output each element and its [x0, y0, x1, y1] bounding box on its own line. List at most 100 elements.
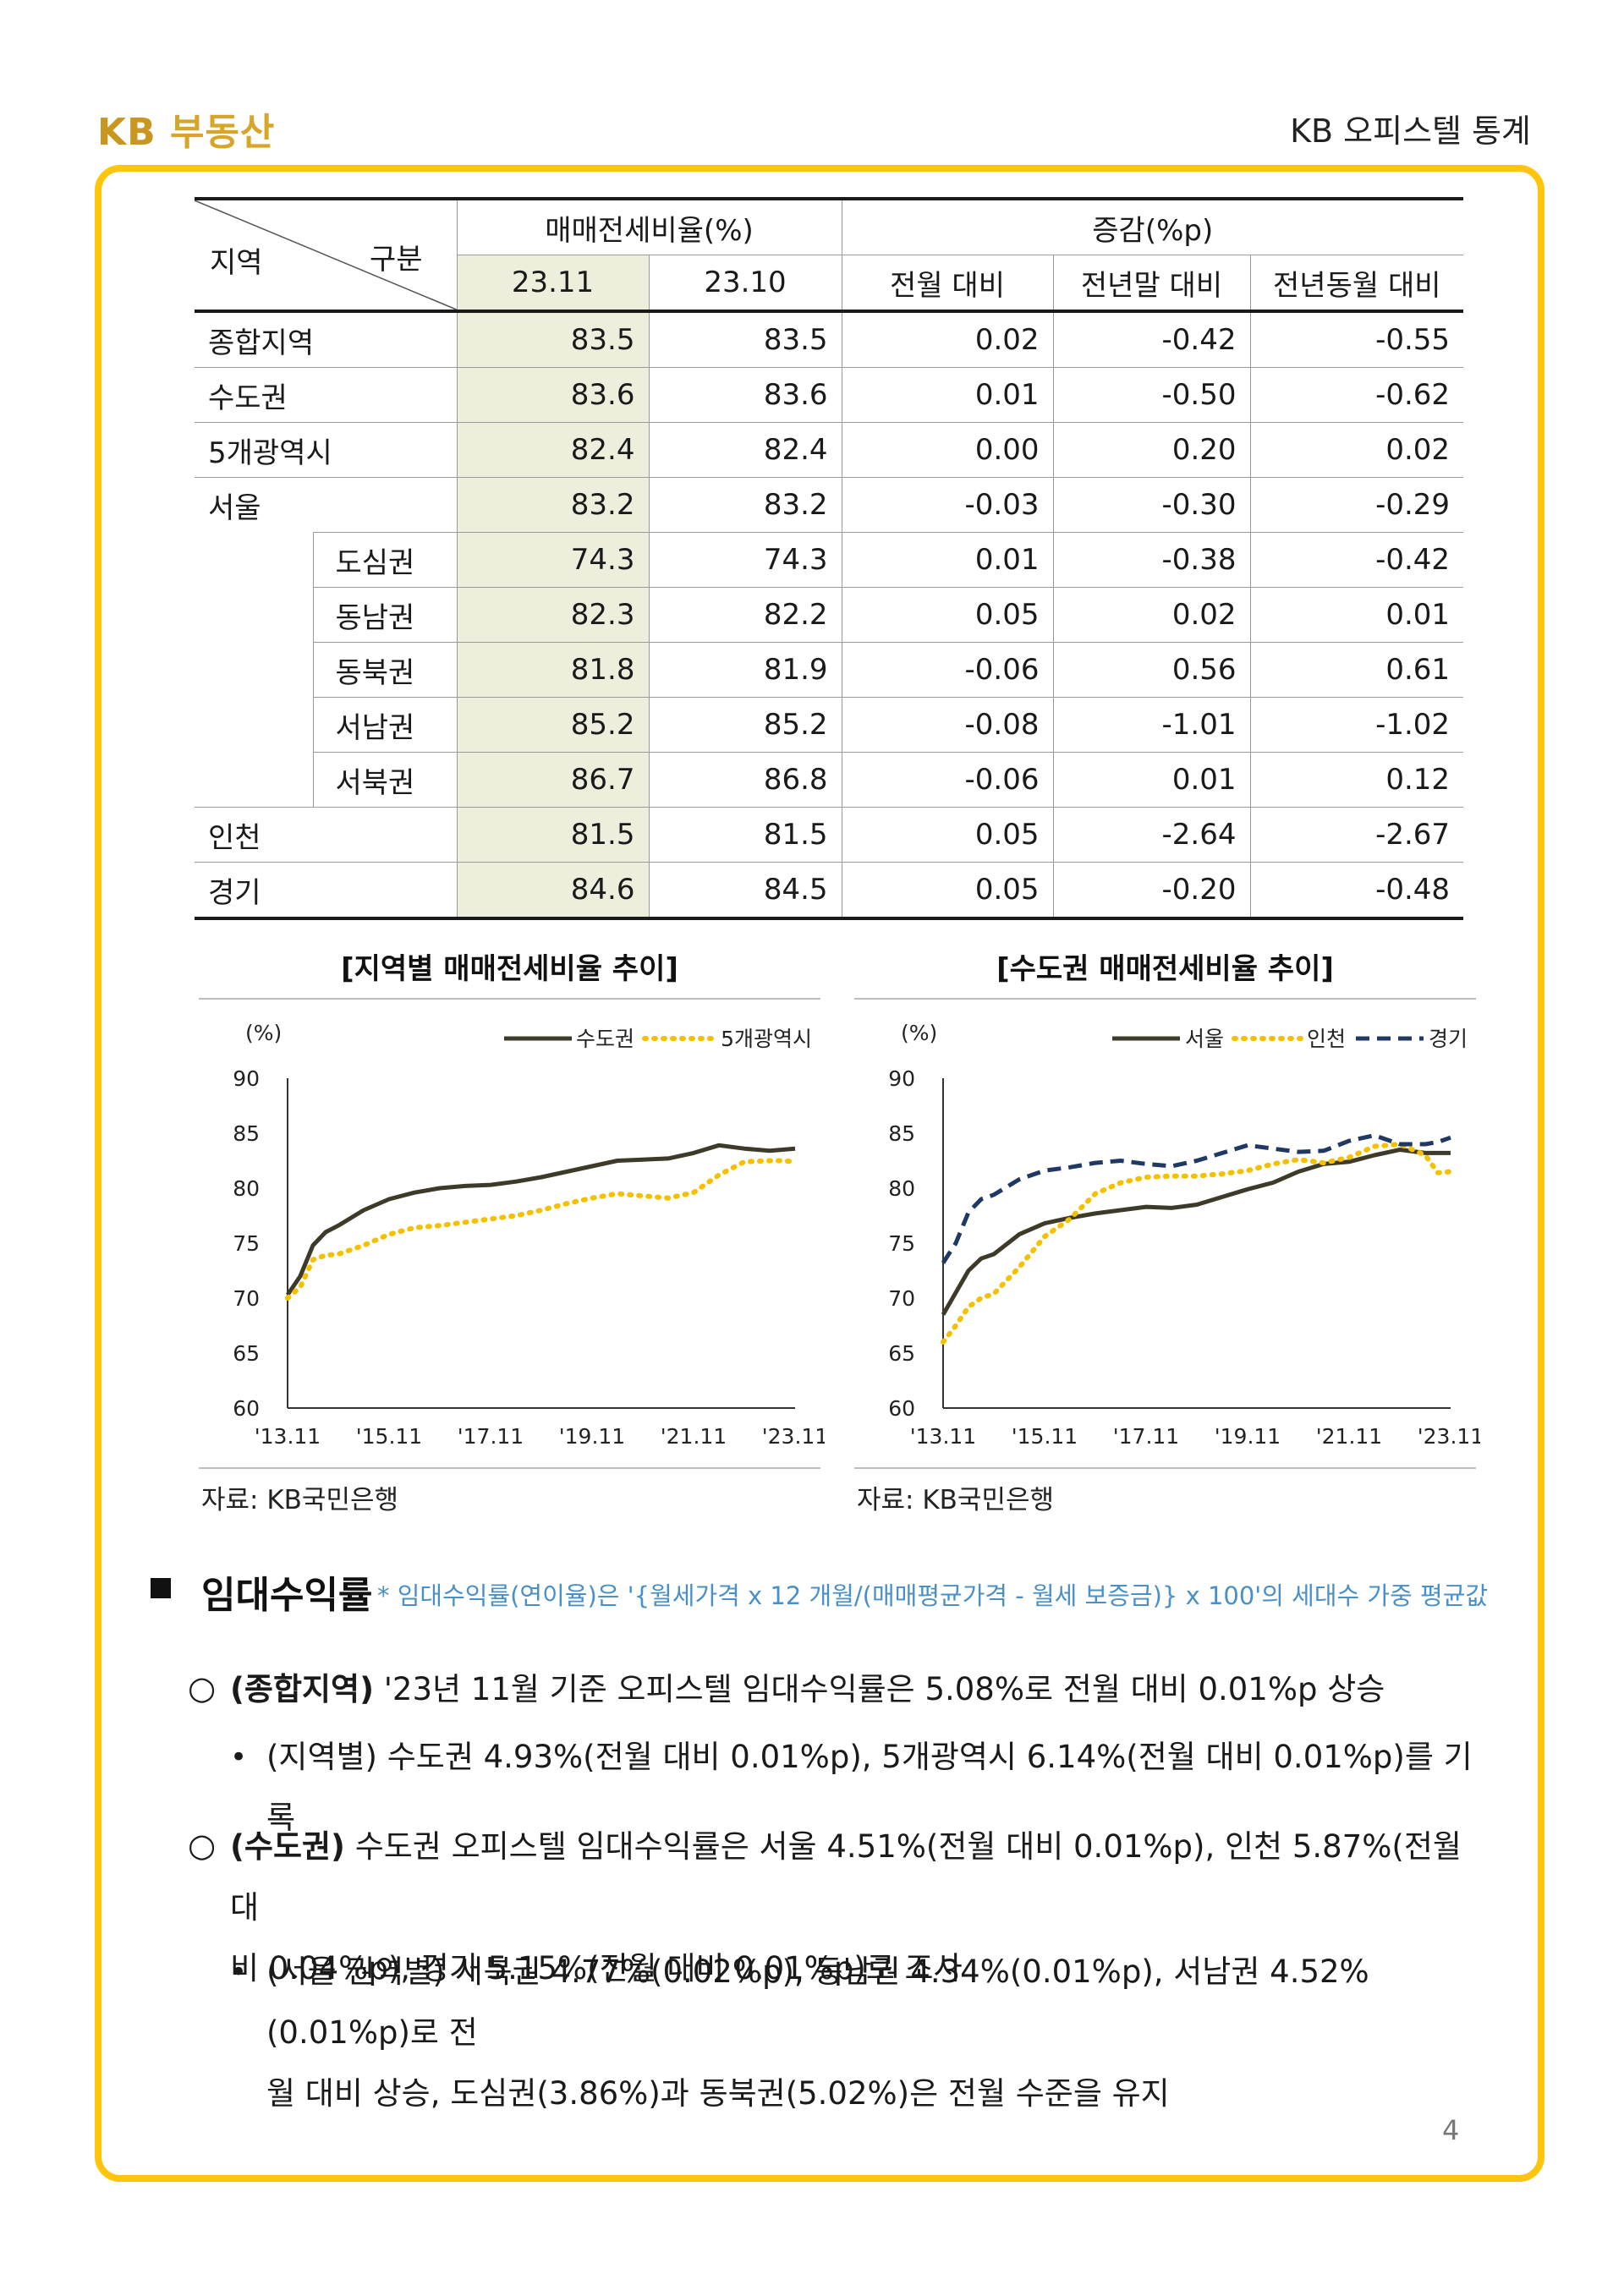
- indent-cell: [195, 587, 314, 643]
- x-tick-label: '13.11: [910, 1424, 976, 1449]
- table-row: 인천 81.5 81.5 0.05 -2.64 -2.67: [195, 807, 1464, 863]
- table-row: 도심권 74.3 74.3 0.01 -0.38 -0.42: [195, 532, 1464, 588]
- y-tick-label: 65: [233, 1341, 260, 1366]
- y-axis-unit-label: (%): [245, 1021, 282, 1045]
- region-cell: 경기: [195, 862, 458, 920]
- value-cell: 74.3: [456, 532, 650, 588]
- column-header: 23.11: [457, 255, 650, 312]
- dot-bullet-icon: •: [230, 1955, 248, 1989]
- value-cell: 0.01: [1249, 587, 1464, 643]
- value-cell: -0.08: [841, 697, 1054, 753]
- x-tick-label: '19.11: [559, 1424, 625, 1449]
- value-cell: -0.42: [1052, 310, 1251, 368]
- value-cell: 0.61: [1249, 642, 1464, 698]
- series-line-경기: [941, 1133, 1451, 1264]
- value-cell: 0.02: [841, 310, 1054, 368]
- table-row: 경기 84.6 84.5 0.05 -0.20 -0.48: [195, 862, 1464, 920]
- y-tick-label: 90: [233, 1066, 260, 1091]
- value-cell: 86.7: [456, 752, 650, 808]
- value-cell: 0.01: [841, 532, 1054, 588]
- chart2-bottom-rule: [854, 1467, 1476, 1469]
- value-cell: 0.01: [841, 367, 1054, 423]
- table-row: 5개광역시 82.4 82.4 0.00 0.20 0.02: [195, 422, 1464, 478]
- value-cell: 0.56: [1052, 642, 1251, 698]
- y-tick-label: 60: [888, 1396, 915, 1421]
- value-cell: 0.02: [1052, 587, 1251, 643]
- kb-logo: KB 부동산: [97, 111, 276, 154]
- column-header: 전월 대비: [841, 255, 1054, 312]
- region-cell: 5개광역시: [195, 422, 458, 478]
- value-cell: -0.29: [1249, 477, 1464, 533]
- y-tick-label: 80: [888, 1176, 915, 1201]
- x-tick-label: '13.11: [255, 1424, 321, 1449]
- x-tick-label: '17.11: [458, 1424, 524, 1449]
- circle-bullet-icon: ○: [188, 1827, 217, 1864]
- y-tick-label: 60: [233, 1396, 260, 1421]
- x-tick-label: '23.11: [762, 1424, 825, 1449]
- region-cell: 인천: [195, 807, 458, 863]
- value-cell: 0.20: [1052, 422, 1251, 478]
- value-cell: -0.06: [841, 752, 1054, 808]
- region-cell: 도심권: [312, 532, 458, 588]
- table-row: 수도권 83.6 83.6 0.01 -0.50 -0.62: [195, 367, 1464, 423]
- series-line-인천: [941, 1142, 1453, 1345]
- x-tick-label: '15.11: [1012, 1424, 1078, 1449]
- chart2-top-rule: [854, 998, 1476, 1000]
- dot-bullet-icon: •: [230, 1740, 248, 1774]
- value-cell: -0.20: [1052, 862, 1251, 920]
- column-header: 전년말 대비: [1052, 255, 1251, 312]
- y-tick-label: 65: [888, 1341, 915, 1366]
- legend-label: 수도권: [576, 1027, 634, 1051]
- circle-bullet-icon: ○: [188, 1669, 217, 1707]
- value-cell: 84.5: [648, 862, 842, 920]
- content-frame: [95, 165, 1544, 2182]
- value-cell: -0.06: [841, 642, 1054, 698]
- value-cell: 81.9: [648, 642, 842, 698]
- table-row: 서북권 86.7 86.8 -0.06 0.01 0.12: [195, 752, 1464, 808]
- value-cell: 83.6: [456, 367, 650, 423]
- group-header-ratio: 매매전세비율(%): [456, 197, 842, 255]
- y-tick-label: 70: [233, 1286, 260, 1311]
- value-cell: 0.05: [841, 862, 1054, 920]
- value-cell: 83.2: [648, 477, 842, 533]
- x-tick-label: '19.11: [1215, 1424, 1281, 1449]
- region-cell: 동남권: [312, 587, 458, 643]
- value-cell: 82.4: [456, 422, 650, 478]
- y-tick-label: 80: [233, 1176, 260, 1201]
- value-cell: 84.6: [456, 862, 650, 920]
- y-tick-label: 75: [233, 1231, 260, 1256]
- section-title: 임대수익률: [201, 1574, 373, 1617]
- value-cell: 81.8: [456, 642, 650, 698]
- y-tick-label: 75: [888, 1231, 915, 1256]
- legend-label: 인천: [1307, 1027, 1346, 1051]
- indent-cell: [195, 532, 314, 588]
- value-cell: 82.2: [648, 587, 842, 643]
- value-cell: -0.03: [841, 477, 1054, 533]
- region-cell: 동북권: [312, 642, 458, 698]
- value-cell: 74.3: [648, 532, 842, 588]
- value-cell: 0.12: [1249, 752, 1464, 808]
- value-cell: 81.5: [456, 807, 650, 863]
- value-cell: -0.30: [1052, 477, 1251, 533]
- chart1-source: 자료: KB국민은행: [201, 1485, 399, 1515]
- value-cell: 82.3: [456, 587, 650, 643]
- jeonse-ratio-table: 지역 구분 매매전세비율(%) 증감(%p) 23.11 23.10 전월 대비 전년…: [195, 197, 1464, 920]
- region-cell: 종합지역: [195, 310, 458, 368]
- column-header: 23.10: [648, 255, 842, 312]
- x-tick-label: '21.11: [661, 1424, 727, 1449]
- value-cell: -2.67: [1249, 807, 1464, 863]
- chart2-line-chart: (%) 90 85 80 75 70 65 60 '13.11 '15.11 '17.11 '19.1…: [888, 1021, 1480, 1449]
- y-tick-label: 90: [888, 1066, 915, 1091]
- value-cell: -0.50: [1052, 367, 1251, 423]
- value-cell: 0.05: [841, 587, 1054, 643]
- value-cell: -0.48: [1249, 862, 1464, 920]
- value-cell: 83.2: [456, 477, 650, 533]
- chart2-source: 자료: KB국민은행: [857, 1485, 1055, 1515]
- region-cell: 서울: [195, 477, 458, 533]
- indent-cell: [195, 752, 314, 808]
- value-cell: 86.8: [648, 752, 842, 808]
- series-line-수도권: [285, 1143, 796, 1296]
- paragraph-total: (종합지역) '23년 11월 기준 오피스텔 임대수익률은 5.08%로 전월…: [230, 1671, 1385, 1707]
- value-cell: 85.2: [456, 697, 650, 753]
- table-row: 서울 83.2 83.2 -0.03 -0.30 -0.29: [195, 477, 1464, 533]
